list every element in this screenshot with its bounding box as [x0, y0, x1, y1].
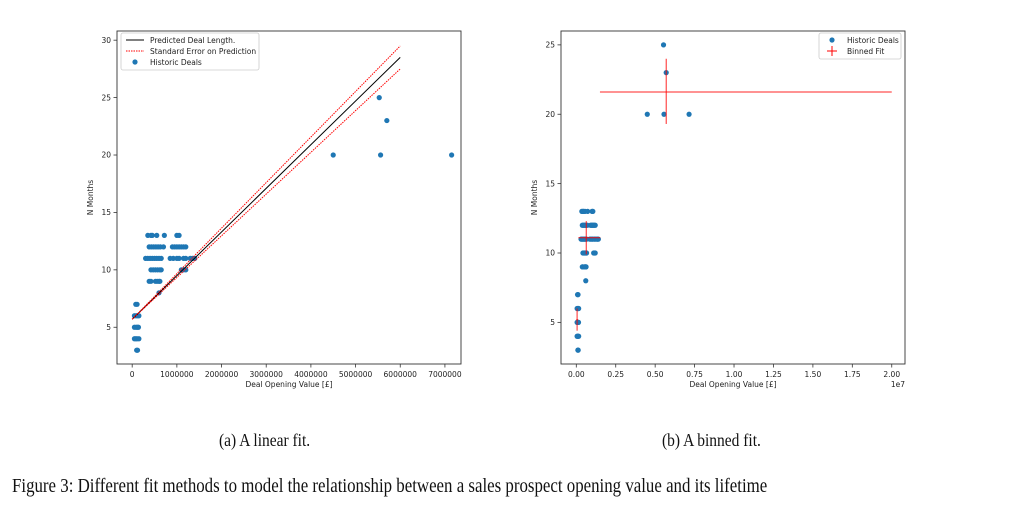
y-tick-label: 25	[101, 93, 111, 102]
data-point	[148, 278, 154, 284]
x-axis-label: Deal Opening Value [£]	[245, 380, 332, 389]
data-point	[660, 42, 667, 48]
legend-points-swatch	[132, 59, 138, 65]
data-point	[449, 152, 455, 158]
y-tick-label: 10	[545, 249, 555, 258]
x-tick-label: 1.00	[726, 370, 743, 379]
data-point	[161, 232, 167, 238]
y-tick-label: 20	[101, 151, 111, 160]
data-point	[585, 208, 591, 214]
x-tick-label: 0.25	[607, 370, 624, 379]
data-point	[183, 255, 189, 261]
data-point	[134, 301, 140, 307]
data-point	[158, 267, 164, 273]
data-point	[158, 255, 164, 261]
data-point	[592, 250, 598, 256]
x-tick-label: 5000000	[339, 370, 373, 379]
data-point	[583, 264, 589, 270]
legend-points-swatch	[829, 37, 835, 43]
x-tick-label: 0	[130, 370, 135, 379]
x-tick-label: 0.75	[686, 370, 703, 379]
x-tick-label: 2000000	[205, 370, 239, 379]
data-point	[377, 152, 384, 158]
data-point	[330, 152, 336, 158]
subcaption-a: (a) A linear fit.	[219, 430, 311, 450]
x-offset-label: 1e7	[891, 380, 905, 389]
data-point	[149, 232, 155, 238]
data-point	[135, 324, 142, 330]
legend-label: Historic Deals	[150, 58, 202, 67]
x-tick-label: 1.25	[765, 370, 782, 379]
data-point	[183, 244, 189, 250]
stderr-lower-line	[131, 68, 401, 320]
x-tick-label: 6000000	[384, 370, 418, 379]
data-point	[136, 336, 142, 342]
legend-label: Predicted Deal Length.	[150, 36, 235, 45]
axes-frame	[116, 30, 462, 365]
y-tick-label: 15	[545, 179, 555, 188]
data-point	[176, 255, 182, 261]
data-point	[686, 111, 692, 117]
x-tick-label: 1.50	[805, 370, 822, 379]
data-point	[176, 232, 182, 238]
stderr-upper-line	[131, 45, 401, 320]
x-tick-label: 0.00	[568, 370, 585, 379]
data-point	[661, 111, 667, 117]
data-point	[575, 292, 581, 298]
figure-caption: Figure 3: Different fit methods to model…	[12, 476, 768, 497]
legend-box	[818, 32, 902, 60]
y-tick-label: 5	[106, 323, 111, 332]
y-axis-label: N Months	[86, 180, 95, 216]
legend: Historic Deals Binned Fit	[818, 32, 902, 60]
x-tick-label: 4000000	[294, 370, 328, 379]
data-point	[644, 111, 650, 117]
x-axis-label: Deal Opening Value [£]	[689, 380, 776, 389]
legend-label: Binned Fit	[847, 47, 884, 56]
data-point	[154, 232, 160, 238]
chart-panel-b: 0.00 0.25 0.50 0.75 1.00 1.25 1.50 1.75 2.00 5 10 1…	[530, 30, 906, 389]
subcaption-b: (b) A binned fit.	[662, 430, 761, 450]
fit-line	[131, 57, 401, 320]
data-point	[170, 255, 176, 261]
y-tick-label: 25	[545, 41, 555, 50]
y-tick-label: 15	[101, 208, 111, 217]
legend-box	[120, 32, 260, 71]
data-point	[157, 278, 163, 284]
y-tick-label: 10	[101, 266, 111, 275]
data-point	[590, 208, 596, 214]
x-tick-label: 2.00	[883, 370, 900, 379]
data-point	[384, 117, 390, 124]
data-point	[376, 95, 382, 101]
y-tick-label: 20	[545, 110, 555, 119]
chart-panel-a: 0 1000000 2000000 3000000 4000000 5000000 6000…	[86, 30, 462, 389]
data-point	[576, 333, 582, 339]
x-tick-label: 0.50	[647, 370, 664, 379]
x-tick-label: 7000000	[428, 370, 462, 379]
y-tick-label: 5	[550, 318, 555, 327]
legend-label: Historic Deals	[847, 36, 899, 45]
legend: Predicted Deal Length. Standard Error on …	[120, 32, 260, 71]
data-point	[134, 347, 141, 353]
data-point	[592, 222, 598, 228]
legend-label: Standard Error on Prediction	[150, 47, 256, 56]
x-tick-label: 3000000	[250, 370, 284, 379]
data-point	[575, 347, 581, 353]
axes-frame	[560, 30, 906, 365]
x-tick-label: 1.75	[844, 370, 861, 379]
data-point	[583, 278, 589, 284]
x-tick-label: 1000000	[160, 370, 194, 379]
y-tick-label: 30	[101, 36, 111, 45]
y-axis-label: N Months	[530, 180, 539, 216]
data-point	[160, 244, 167, 250]
